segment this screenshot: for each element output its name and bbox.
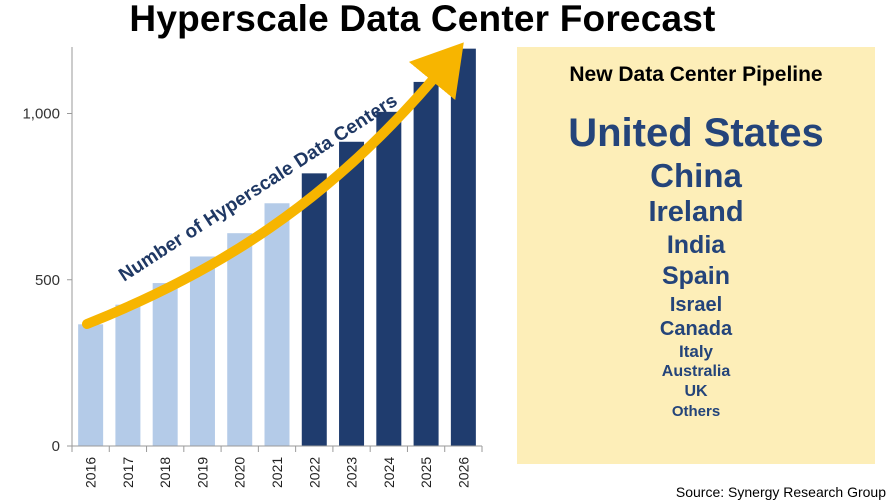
country-ireland: Ireland [648,196,744,228]
x-tick-label-2018: 2018 [157,457,173,488]
x-tick-label-2024: 2024 [381,457,397,488]
x-tick-label-2021: 2021 [269,457,285,488]
bar-2021 [264,203,290,446]
x-tick-label-2017: 2017 [120,457,136,488]
bar-2018 [152,283,178,446]
country-australia: Australia [661,363,731,380]
country-united-states: United States [568,111,824,155]
country-uk: UK [684,383,708,400]
bar-2020 [227,233,253,446]
bar-2016 [78,324,104,446]
country-canada: Canada [659,318,733,340]
x-tick-label-2025: 2025 [418,457,434,488]
country-list: United States China Ireland India Spain Israe… [517,113,875,419]
x-tick-label-2019: 2019 [194,457,210,488]
x-tick-label-2022: 2022 [306,457,322,488]
source-note: Source: Synergy Research Group [675,484,886,500]
country-india: India [666,231,726,259]
trend-arrow-line [82,42,464,329]
country-israel: Israel [669,294,723,316]
bar-2019 [189,256,215,446]
x-tick-label-2023: 2023 [344,457,360,488]
y-tick-label: 0 [52,438,60,455]
bar-series [78,48,476,447]
bar-2023 [339,141,365,446]
x-axis: 2016 2017 2018 2019 2020 2021 2022 2023 2024 2025… [71,445,483,488]
bar-2022 [301,173,327,446]
bar-2017 [115,304,141,446]
bar-2025 [413,81,439,446]
country-spain: Spain [661,262,731,290]
country-china: China [650,157,742,194]
pipeline-title: New Data Center Pipeline [569,63,823,86]
country-italy: Italy [678,342,714,361]
y-tick-label: 1,000 [22,106,60,123]
x-tick-label-2016: 2016 [83,457,99,488]
bar-2026 [450,48,476,446]
bar-2024 [376,111,402,447]
x-tick-label-2020: 2020 [232,457,248,488]
x-tick-label-2026: 2026 [455,457,471,488]
country-others: Others [671,403,721,420]
y-tick-label: 500 [35,272,60,289]
y-axis: 0 500 1,000 [22,47,73,455]
pipeline-panel: New Data Center Pipeline United States Ch… [517,47,875,464]
chart-title: Hyperscale Data Center Forecast [129,0,716,39]
